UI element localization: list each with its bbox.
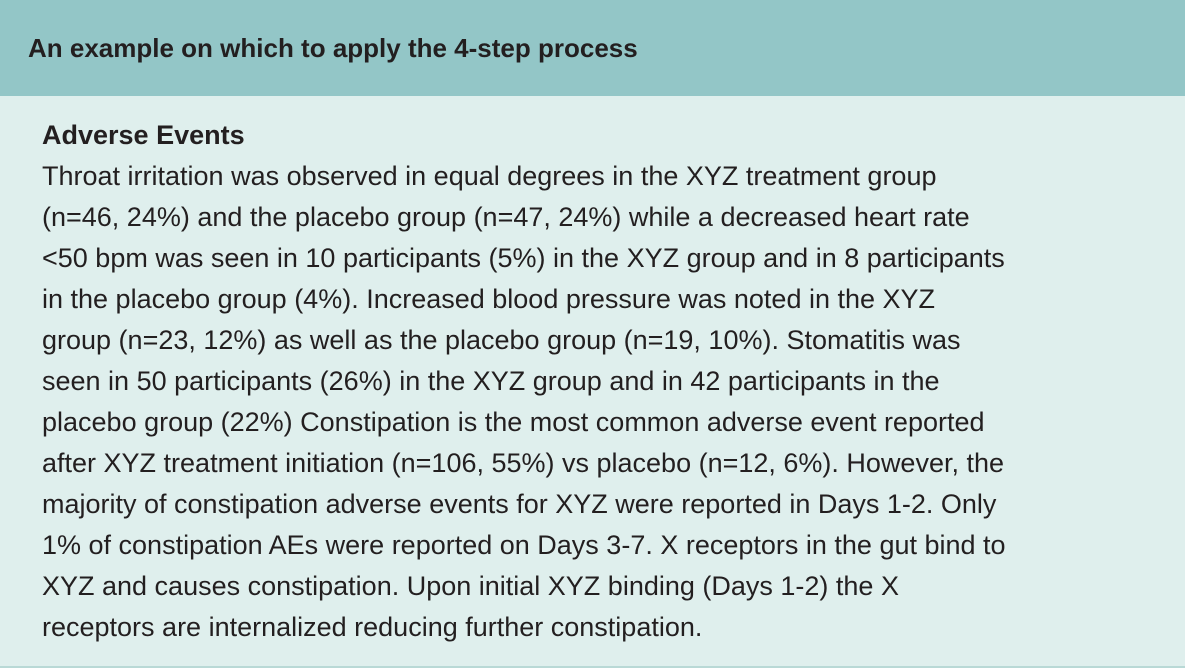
text-line: XYZ and causes constipation. Upon initia… (42, 571, 899, 601)
text-line: seen in 50 participants (26%) in the XYZ… (42, 366, 940, 396)
text-line: (n=46, 24%) and the placebo group (n=47,… (42, 202, 970, 232)
text-line: placebo group (22%) Constipation is the … (42, 407, 985, 437)
text-line: receptors are internalized reducing furt… (42, 612, 703, 642)
text-line: <50 bpm was seen in 10 participants (5%)… (42, 243, 1005, 273)
text-line: 1% of constipation AEs were reported on … (42, 530, 1006, 560)
text-line: Throat irritation was observed in equal … (42, 161, 937, 191)
text-line: in the placebo group (4%). Increased blo… (42, 284, 936, 314)
text-line: group (n=23, 12%) as well as the placebo… (42, 325, 961, 355)
header-title: An example on which to apply the 4-step … (28, 33, 638, 63)
content: Adverse Events Throat irritation was obs… (42, 115, 1006, 648)
section-heading: Adverse Events (42, 120, 245, 150)
header-band: An example on which to apply the 4-step … (0, 0, 1185, 96)
text-line: majority of constipation adverse events … (42, 489, 997, 519)
text-line: after XYZ treatment initiation (n=106, 5… (42, 448, 1005, 478)
